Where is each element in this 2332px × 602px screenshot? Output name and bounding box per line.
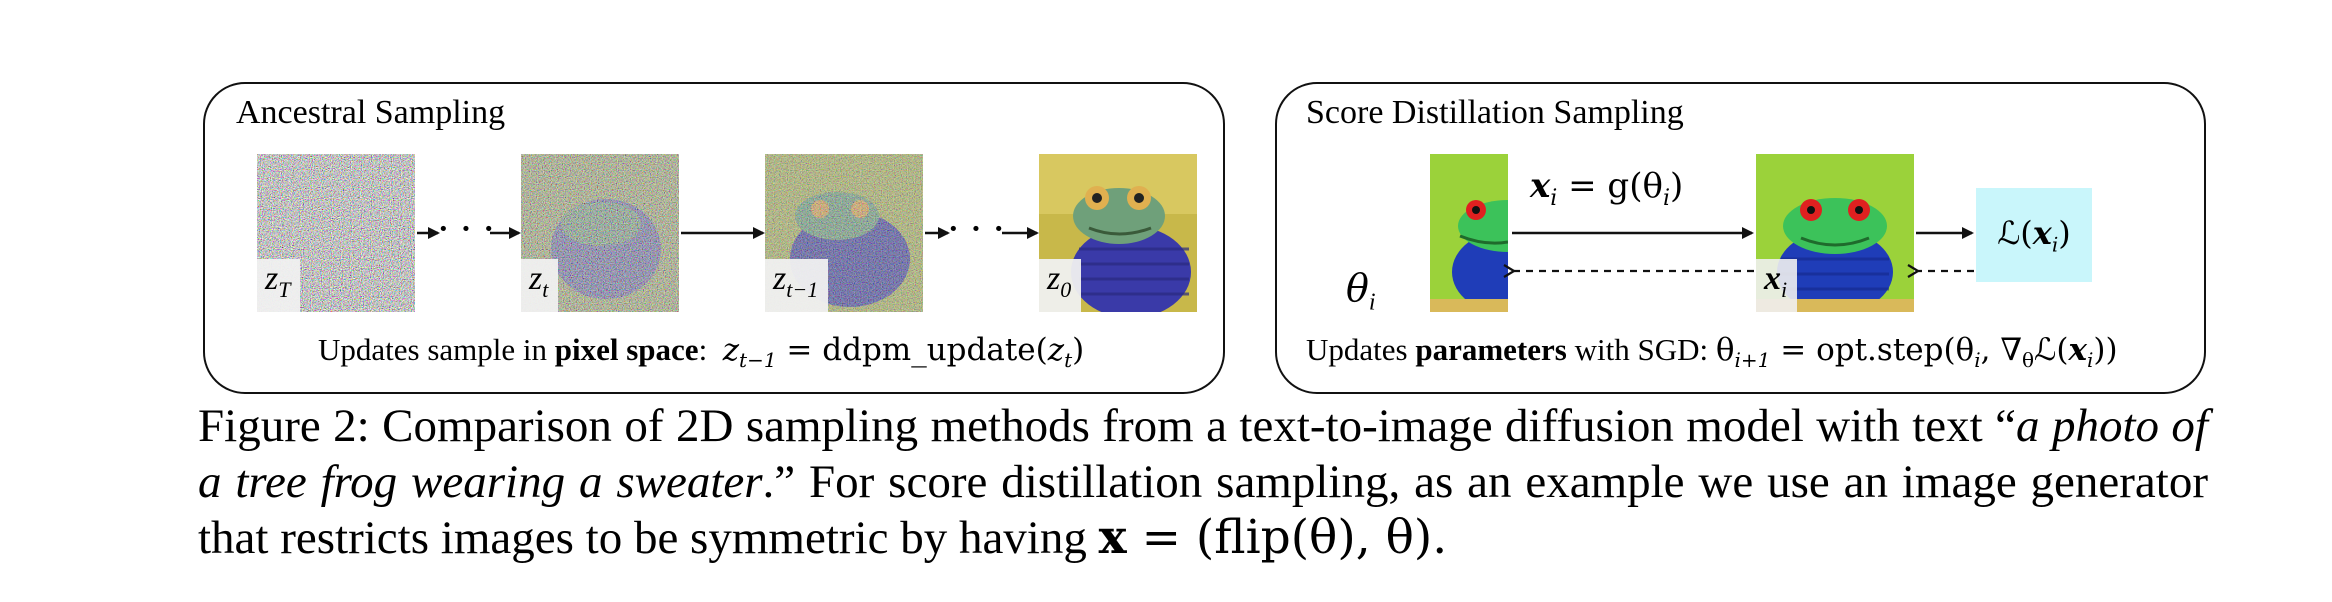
- figure-caption: Figure 2: Comparison of 2D sampling meth…: [198, 400, 2208, 565]
- ellipsis-2: · · ·: [948, 210, 1007, 246]
- ancestral-update-text: Updates sample in pixel space: zt−1 = dd…: [318, 332, 1085, 373]
- xi-label: xi: [1756, 259, 1798, 312]
- theta-half-frog-image: [1430, 154, 1508, 312]
- sds-title: Score Distillation Sampling: [1306, 94, 1684, 131]
- clean-frog-image-z0: z0: [1039, 154, 1197, 312]
- sds-panel: [1275, 82, 2206, 394]
- zt-minus-1-label: zt−1: [765, 259, 829, 312]
- zt-label: zt: [521, 259, 559, 312]
- ddpm-update-equation: zt−1 = ddpm_update(zt): [722, 332, 1085, 373]
- ancestral-sampling-panel: [203, 82, 1225, 394]
- sds-update-text: Updates parameters with SGD: θi+1 = opt.…: [1306, 332, 2118, 373]
- noise-image-zT: zT: [257, 154, 415, 312]
- generator-equation: xi = g(θi): [1530, 166, 1684, 211]
- ellipsis-1: · · ·: [438, 210, 497, 246]
- loss-label: ℒ(xi): [1997, 213, 2071, 257]
- sgd-update-equation: θi+1 = opt.step(θi, ∇θℒ(xi)): [1715, 332, 2118, 373]
- noisy-frog-image-zt-minus-1: zt−1: [765, 154, 923, 312]
- caption-label: Figure 2:: [198, 400, 370, 452]
- z0-label: z0: [1039, 259, 1082, 312]
- noisy-frog-image-zt: zt: [521, 154, 679, 312]
- loss-box: ℒ(xi): [1976, 188, 2092, 282]
- ancestral-sampling-title: Ancestral Sampling: [236, 94, 506, 131]
- zT-label: zT: [257, 259, 301, 312]
- theta-i-label: θi: [1346, 266, 1376, 316]
- caption-prompt-italic: a photo of a tree frog wearing a sweater: [198, 400, 2208, 508]
- xi-symmetric-frog-image: xi: [1756, 154, 1914, 312]
